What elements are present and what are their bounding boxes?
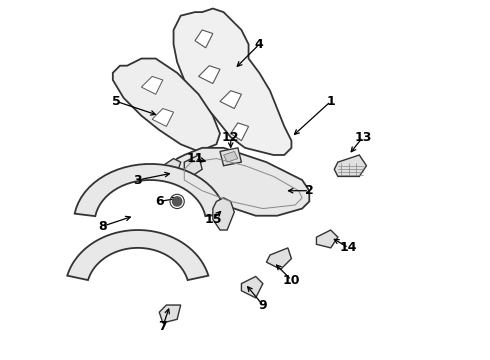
- Text: 14: 14: [340, 241, 357, 255]
- Text: 9: 9: [259, 298, 267, 311]
- Text: 7: 7: [158, 320, 167, 333]
- Polygon shape: [220, 148, 242, 166]
- Polygon shape: [223, 152, 238, 162]
- Polygon shape: [74, 164, 226, 216]
- Polygon shape: [267, 248, 292, 269]
- Polygon shape: [152, 109, 173, 126]
- Polygon shape: [242, 276, 263, 298]
- Polygon shape: [67, 230, 208, 280]
- Polygon shape: [173, 9, 292, 155]
- Text: 13: 13: [354, 131, 371, 144]
- Polygon shape: [113, 59, 220, 152]
- Text: 6: 6: [155, 195, 164, 208]
- Polygon shape: [170, 148, 309, 216]
- Polygon shape: [220, 91, 242, 109]
- Text: 2: 2: [305, 184, 314, 197]
- Text: 12: 12: [222, 131, 240, 144]
- Text: 11: 11: [186, 152, 204, 165]
- Polygon shape: [163, 158, 181, 176]
- Text: 4: 4: [255, 38, 264, 51]
- Polygon shape: [231, 123, 248, 141]
- Text: 8: 8: [98, 220, 106, 233]
- Polygon shape: [317, 230, 338, 248]
- Text: 5: 5: [112, 95, 121, 108]
- Polygon shape: [195, 30, 213, 48]
- Text: 3: 3: [133, 174, 142, 186]
- Text: 15: 15: [204, 213, 221, 226]
- Polygon shape: [159, 305, 181, 323]
- Text: 1: 1: [326, 95, 335, 108]
- Polygon shape: [213, 198, 234, 230]
- Polygon shape: [198, 66, 220, 84]
- Text: 10: 10: [283, 274, 300, 287]
- Polygon shape: [334, 155, 367, 176]
- Polygon shape: [142, 76, 163, 94]
- Polygon shape: [184, 155, 202, 176]
- Circle shape: [172, 197, 182, 206]
